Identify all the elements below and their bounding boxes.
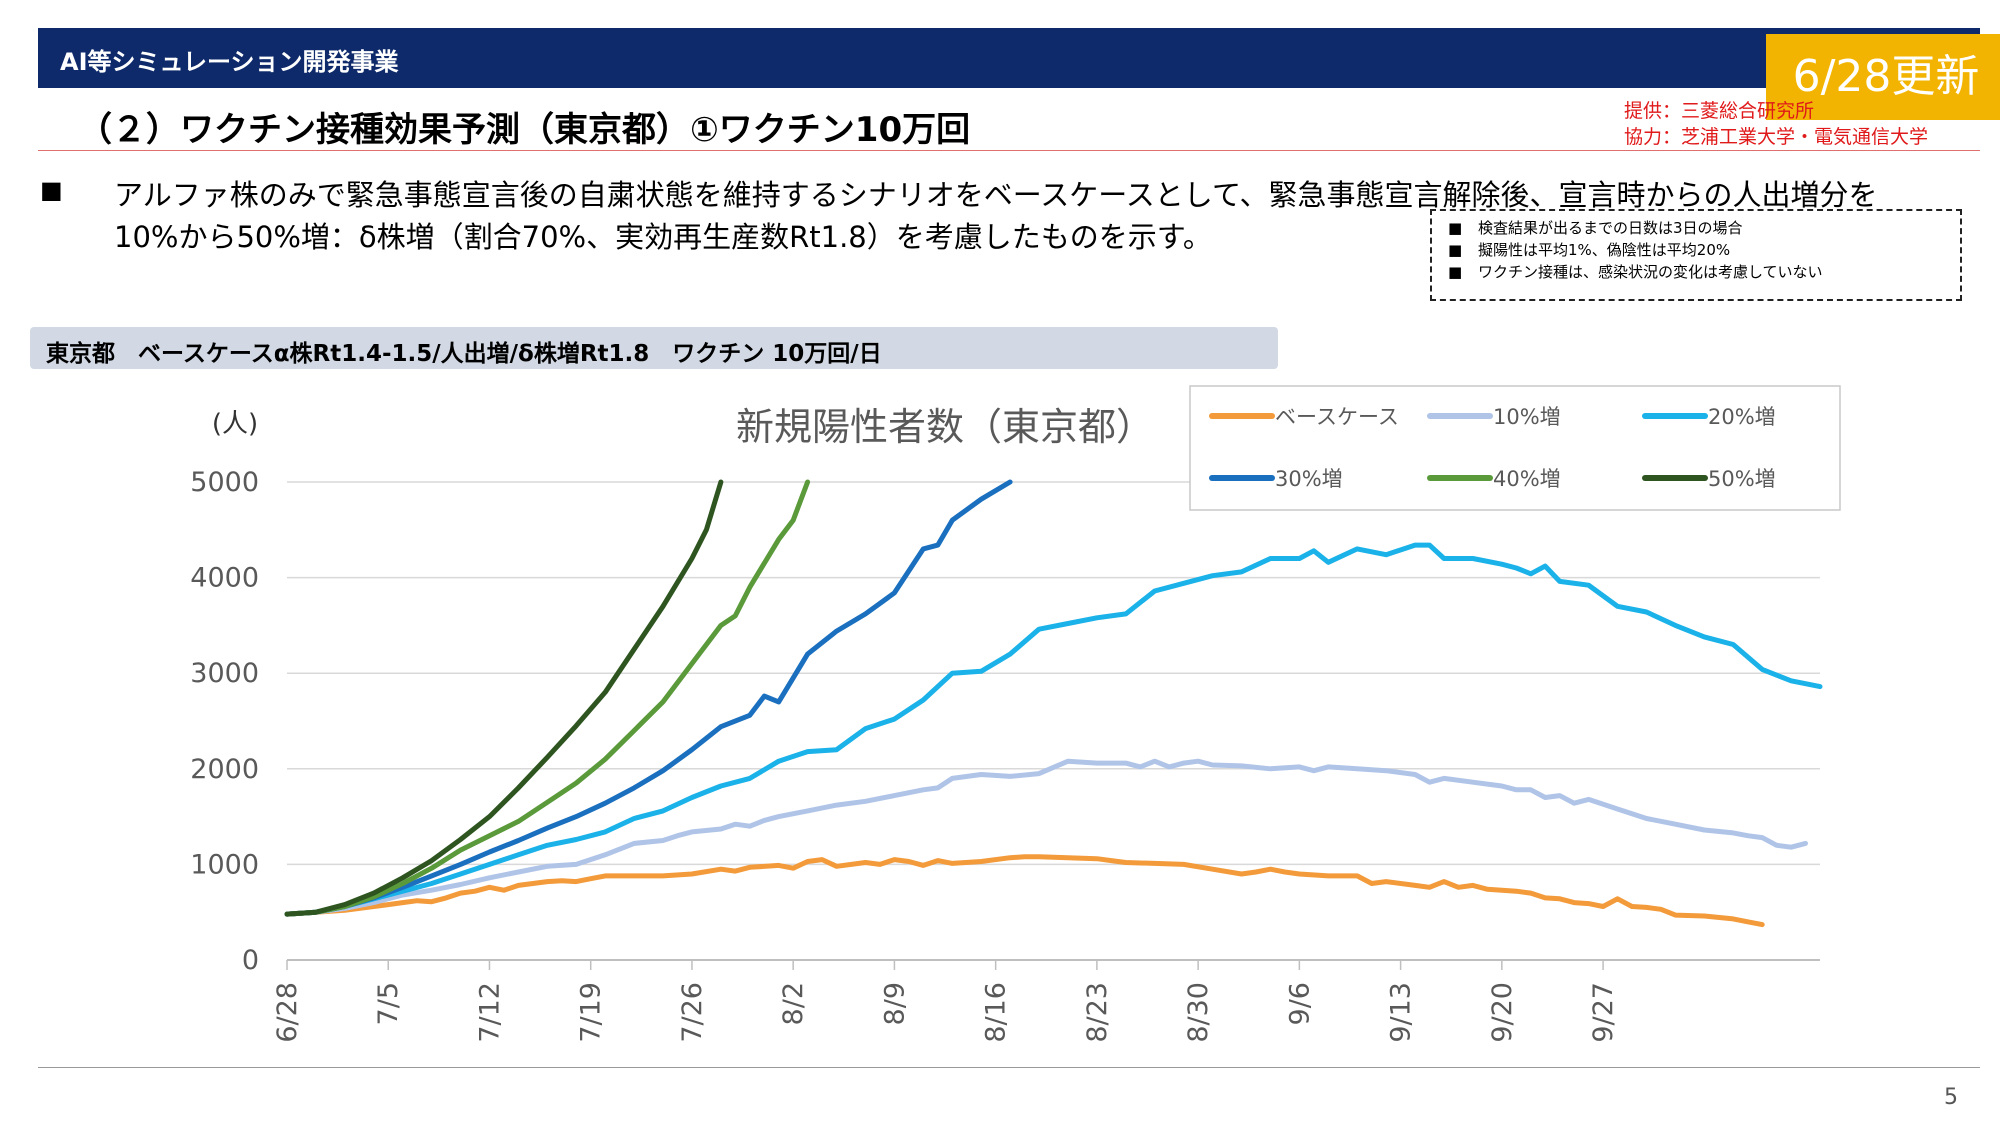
x-tick-label: 7/26 <box>677 982 708 1043</box>
legend: ベースケース 10%増 20%増 30%増 40%増 50%増 <box>1189 385 1841 511</box>
chart-subtitle-bar: 東京都 ベースケースα株Rt1.4-1.5/人出増/δ株増Rt1.8 ワクチン … <box>30 327 1278 369</box>
x-tick-label: 9/27 <box>1588 982 1619 1043</box>
series-line <box>284 758 1808 917</box>
assumption-notes: ■ 検査結果が出るまでの日数は3日の場合 ■ 擬陽性は平均1%、偽陰性は平均20% … <box>1430 209 1962 301</box>
y-tick-label: 1000 <box>190 849 259 880</box>
legend-label: 10%増 <box>1493 405 1561 429</box>
note-marker: ■ <box>1448 263 1463 281</box>
legend-label: ベースケース <box>1275 405 1399 429</box>
series-line <box>284 479 811 917</box>
series-line <box>284 479 724 917</box>
x-tick-label: 8/9 <box>879 982 910 1025</box>
legend-label: 20%増 <box>1708 405 1776 429</box>
chart-subtitle: 東京都 ベースケースα株Rt1.4-1.5/人出増/δ株増Rt1.8 ワクチン … <box>46 341 882 367</box>
y-axis-label: (人) <box>212 409 258 439</box>
series-line <box>284 479 1013 917</box>
x-tick-label: 8/2 <box>778 982 809 1025</box>
y-tick-label: 3000 <box>190 658 259 689</box>
legend-label: 40%増 <box>1493 467 1561 491</box>
header-bar: AI等シミュレーション開発事業 6/28更新 <box>38 28 2000 120</box>
description-line-1: アルファ株のみで緊急事態宣言後の自粛状態を維持するシナリオをベースケースとして、… <box>114 178 1878 212</box>
axis-layer: 0 1000 2000 3000 4000 5000 6/28 7/5 7/12 7/19 7/26… <box>190 467 1820 1043</box>
y-tick-label: 5000 <box>190 467 259 498</box>
description-text: アルファ株のみで緊急事態宣言後の自粛状態を維持するシナリオをベースケースとして、… <box>114 174 1944 258</box>
update-badge: 6/28更新 <box>1766 34 2000 120</box>
x-tick-label: 9/13 <box>1386 982 1417 1043</box>
note-item: ■ 擬陽性は平均1%、偽陰性は平均20% <box>1448 241 1731 259</box>
x-tick-label: 7/5 <box>373 982 404 1025</box>
bullet-marker: ■ <box>40 176 63 204</box>
footer-divider <box>38 1067 1980 1068</box>
series-layer <box>284 479 1823 928</box>
header-title: AI等シミュレーション開発事業 <box>60 48 399 76</box>
chart-title: 新規陽性者数（東京都） <box>736 405 1154 449</box>
legend-label: 50%増 <box>1708 467 1776 491</box>
y-tick-label: 4000 <box>190 563 259 594</box>
series-line <box>284 854 1765 928</box>
x-tick-label: 8/23 <box>1082 982 1113 1043</box>
title-divider <box>38 150 1980 151</box>
x-tick-label: 9/6 <box>1284 982 1315 1025</box>
note-item: ■ 検査結果が出るまでの日数は3日の場合 <box>1448 219 1743 237</box>
grid-layer <box>287 481 1820 866</box>
x-tick-label: 7/19 <box>576 982 607 1043</box>
credit-cooperation: 協力：芝浦工業大学・電気通信大学 <box>1624 126 1929 148</box>
x-tick-label: 8/16 <box>981 982 1012 1043</box>
x-tick-label: 9/20 <box>1487 982 1518 1043</box>
note-item: ■ ワクチン接種は、感染状況の変化は考慮していない <box>1448 263 1823 281</box>
y-tick-label: 2000 <box>190 754 259 785</box>
page-title: （２）ワクチン接種効果予測（東京都）①ワクチン10万回 <box>78 110 971 150</box>
x-tick-label: 8/30 <box>1183 982 1214 1043</box>
y-tick-label: 0 <box>242 945 259 976</box>
credit-block: 提供：三菱総合研究所 協力：芝浦工業大学・電気通信大学 <box>1624 98 1928 150</box>
note-marker: ■ <box>1448 241 1463 259</box>
x-tick-label: 7/12 <box>474 982 505 1043</box>
x-tick-label: 6/28 <box>272 982 303 1043</box>
series-line <box>284 542 1823 917</box>
legend-label: 30%増 <box>1275 467 1343 491</box>
credit-provider: 提供：三菱総合研究所 <box>1624 100 1815 122</box>
page-number: 5 <box>1944 1085 1958 1110</box>
note-marker: ■ <box>1448 219 1463 237</box>
description-line-2: 10%から50%増：δ株増（割合70%、実効再生産数Rt1.8）を考慮したものを… <box>114 220 1212 254</box>
legend-box <box>1189 385 1841 511</box>
